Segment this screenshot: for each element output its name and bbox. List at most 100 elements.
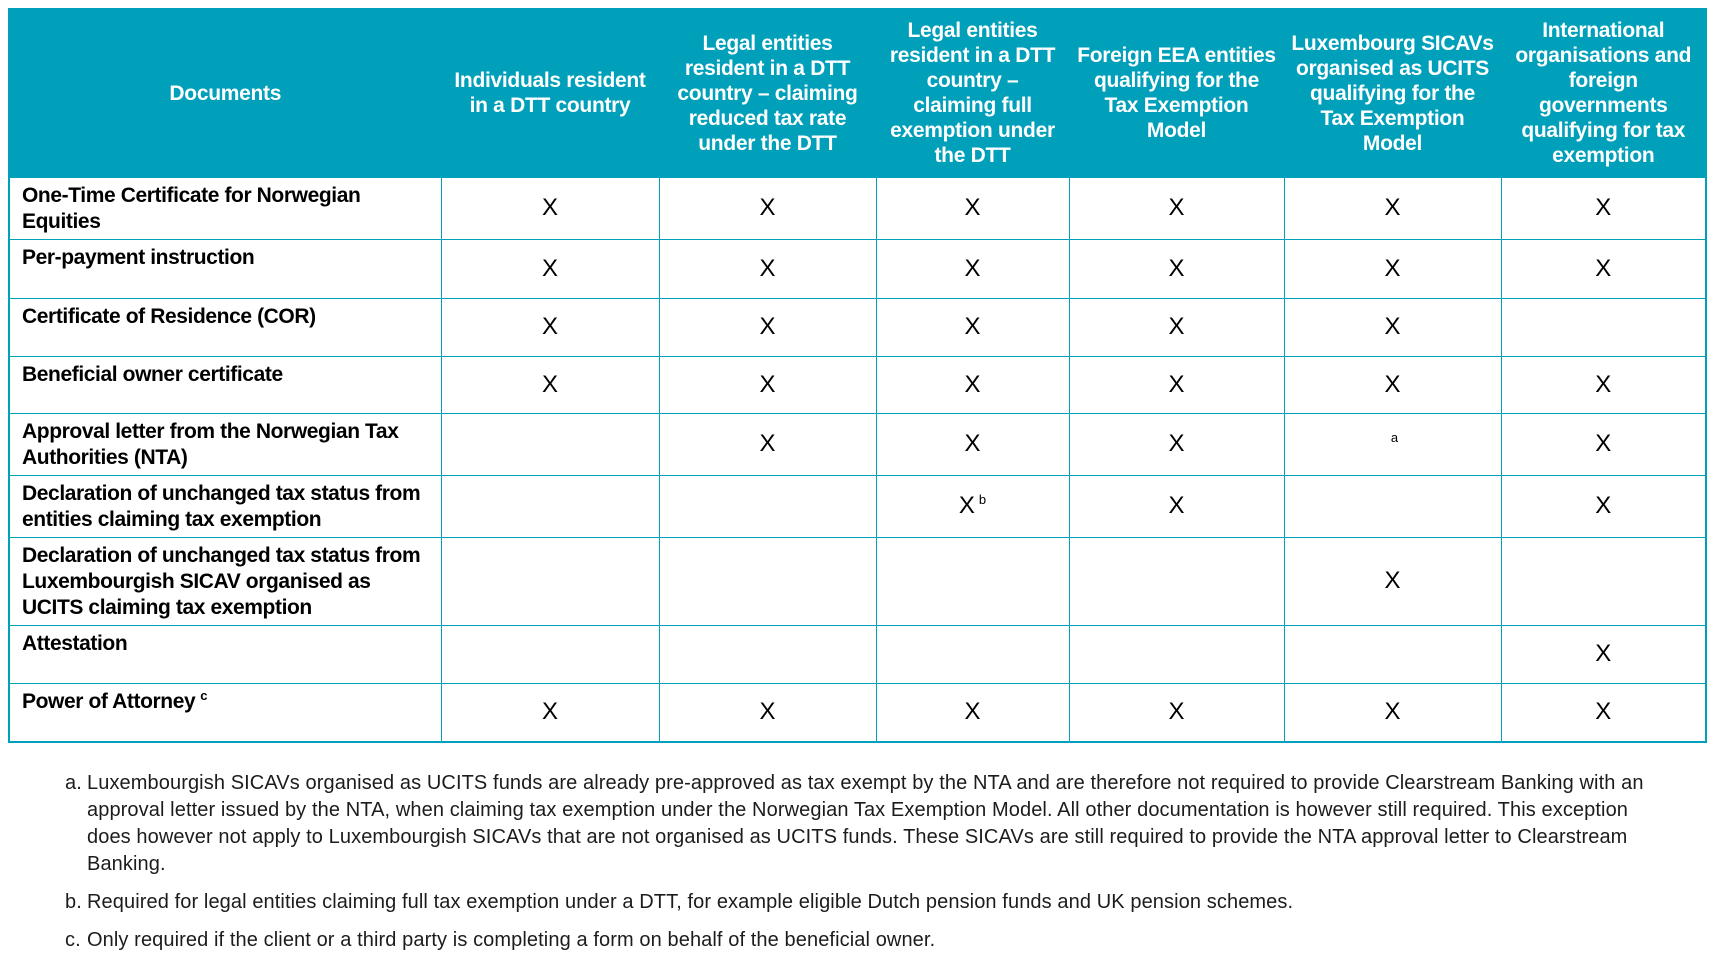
table-body: One-Time Certificate for Norwegian Equit… bbox=[8, 176, 1707, 743]
row-label: Certificate of Residence (COR) bbox=[8, 297, 442, 357]
requirement-mark-cell bbox=[1068, 536, 1285, 626]
x-mark: X bbox=[1595, 640, 1612, 667]
requirement-mark-cell: X bbox=[1068, 238, 1285, 299]
requirement-mark-cell: X bbox=[1500, 682, 1707, 743]
requirement-mark-cell: X bbox=[1068, 355, 1285, 414]
requirement-mark-cell: X bbox=[875, 412, 1070, 476]
requirement-mark-cell: X bbox=[1500, 238, 1707, 299]
requirement-mark-cell bbox=[440, 624, 660, 684]
requirement-mark-cell bbox=[1283, 624, 1502, 684]
requirement-mark-cell: X bbox=[1283, 176, 1502, 240]
requirement-mark-cell: X bbox=[1283, 297, 1502, 357]
requirement-mark-cell bbox=[875, 536, 1070, 626]
requirement-mark-cell bbox=[658, 536, 877, 626]
x-mark: X bbox=[759, 370, 776, 398]
x-mark: X bbox=[759, 313, 776, 340]
footnote-text: Only required if the client or a third p… bbox=[87, 929, 936, 951]
requirement-mark-cell: X bbox=[875, 355, 1070, 414]
table-row-attestation: Attestation X bbox=[8, 624, 1707, 684]
x-mark: X bbox=[1168, 430, 1185, 457]
requirement-mark-cell: X bbox=[440, 355, 660, 414]
x-mark: X bbox=[958, 492, 975, 519]
x-mark: X bbox=[964, 430, 981, 457]
requirement-mark-cell bbox=[440, 536, 660, 626]
table-row-beneficial-owner-certificate: Beneficial owner certificate X X X X X X bbox=[8, 355, 1707, 414]
row-label-text: Per-payment instruction bbox=[22, 245, 255, 269]
requirement-mark-cell bbox=[658, 624, 877, 684]
requirement-mark-cell: a bbox=[1283, 412, 1502, 476]
x-mark: X bbox=[1384, 370, 1401, 398]
table-header: Documents Individuals resident in a DTT … bbox=[8, 8, 1707, 178]
x-mark: X bbox=[964, 254, 981, 282]
row-label-text: One-Time Certificate for Norwegian Equit… bbox=[22, 183, 361, 233]
row-label: Declaration of unchanged tax status from… bbox=[8, 474, 442, 538]
requirement-mark-cell: X bbox=[1068, 176, 1285, 240]
requirement-mark-cell: X bbox=[875, 238, 1070, 299]
x-mark: X bbox=[541, 313, 558, 340]
x-mark: X bbox=[759, 430, 776, 457]
row-label: Declaration of unchanged tax status from… bbox=[8, 536, 442, 626]
requirement-mark-cell: X bbox=[1500, 355, 1707, 414]
x-mark: X bbox=[541, 370, 558, 398]
requirement-mark-cell: X bbox=[658, 355, 877, 414]
x-mark: X bbox=[1595, 370, 1612, 398]
footnote-ref: b bbox=[978, 492, 987, 507]
requirement-mark-cell: X bbox=[658, 238, 877, 299]
footnote-ref: a bbox=[1390, 430, 1399, 445]
requirement-mark-cell: X bbox=[1068, 412, 1285, 476]
requirement-mark-cell: X bbox=[1068, 297, 1285, 357]
requirement-mark-cell: X bbox=[1283, 355, 1502, 414]
column-header-luxembourg-sicavs: Luxembourg SICAVs organised as UCITS qua… bbox=[1283, 8, 1502, 178]
x-mark: X bbox=[964, 698, 981, 726]
footnote-text: Luxembourgish SICAVs organised as UCITS … bbox=[87, 772, 1644, 875]
requirement-mark-cell bbox=[875, 624, 1070, 684]
requirement-mark-cell: X bbox=[440, 238, 660, 299]
requirement-mark-cell bbox=[1500, 536, 1707, 626]
table-row-certificate-of-residence: Certificate of Residence (COR) X X X X X bbox=[8, 297, 1707, 357]
table-row-nta-approval-letter: Approval letter from the Norwegian Tax A… bbox=[8, 412, 1707, 476]
requirement-mark-cell: X bbox=[658, 176, 877, 240]
requirement-mark-cell: X bbox=[1500, 474, 1707, 538]
header-row: Documents Individuals resident in a DTT … bbox=[8, 8, 1707, 178]
requirement-mark-cell: X bbox=[658, 297, 877, 357]
column-header-international-organisations: International organisations and foreign … bbox=[1500, 8, 1707, 178]
footnote-c: c. Only required if the client or a thir… bbox=[65, 927, 1665, 954]
requirement-mark-cell: X bbox=[440, 682, 660, 743]
table-row-declaration-sicav: Declaration of unchanged tax status from… bbox=[8, 536, 1707, 626]
column-header-individuals-dtt: Individuals resident in a DTT country bbox=[440, 8, 660, 178]
requirement-mark-cell bbox=[1283, 474, 1502, 538]
footnote-marker: a. bbox=[65, 772, 82, 794]
column-header-documents: Documents bbox=[8, 8, 442, 178]
row-label-text: Power of Attorney bbox=[22, 689, 196, 713]
footnote-marker: c. bbox=[65, 929, 81, 951]
requirement-mark-cell: X bbox=[440, 176, 660, 240]
column-header-legal-entities-reduced-rate: Legal entities resident in a DTT country… bbox=[658, 8, 877, 178]
table-row-one-time-certificate: One-Time Certificate for Norwegian Equit… bbox=[8, 176, 1707, 240]
x-mark: X bbox=[964, 194, 981, 221]
table-row-power-of-attorney: Power of Attorney c X X X X X X bbox=[8, 682, 1707, 743]
footnote-a: a. Luxembourgish SICAVs organised as UCI… bbox=[65, 770, 1665, 878]
requirement-mark-cell bbox=[658, 474, 877, 538]
x-mark: X bbox=[964, 313, 981, 340]
footnote-ref: c bbox=[200, 687, 208, 703]
x-mark: X bbox=[964, 370, 981, 398]
requirement-mark-cell bbox=[440, 474, 660, 538]
requirement-mark-cell: X bbox=[658, 412, 877, 476]
requirement-mark-cell: X bbox=[1283, 536, 1502, 626]
requirement-mark-cell: X bbox=[875, 297, 1070, 357]
x-mark: X bbox=[1595, 254, 1612, 282]
x-mark: X bbox=[1384, 194, 1401, 221]
footnote-b: b. Required for legal entities claiming … bbox=[65, 889, 1665, 916]
row-label-text: Attestation bbox=[22, 631, 128, 655]
x-mark: X bbox=[759, 194, 776, 221]
requirement-mark-cell: X bbox=[1068, 682, 1285, 743]
requirement-mark-cell: X bbox=[1068, 474, 1285, 538]
row-label: One-Time Certificate for Norwegian Equit… bbox=[8, 176, 442, 240]
x-mark: X bbox=[1595, 430, 1612, 457]
row-label: Attestation bbox=[8, 624, 442, 684]
x-mark: X bbox=[541, 698, 558, 726]
requirement-mark-cell: X bbox=[1500, 176, 1707, 240]
row-label-text: Beneficial owner certificate bbox=[22, 362, 283, 386]
x-mark: X bbox=[1384, 698, 1401, 726]
